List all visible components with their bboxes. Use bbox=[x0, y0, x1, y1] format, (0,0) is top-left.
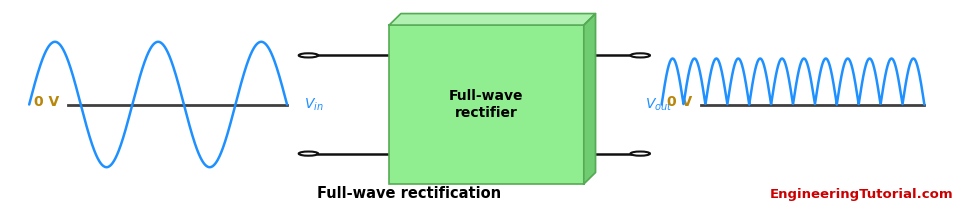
Text: 0 V: 0 V bbox=[34, 96, 59, 109]
Circle shape bbox=[631, 152, 650, 156]
Text: 0 V: 0 V bbox=[667, 96, 692, 109]
Bar bbox=[389, 25, 584, 184]
Text: EngineeringTutorial.com: EngineeringTutorial.com bbox=[770, 188, 954, 201]
Text: Full-wave rectification: Full-wave rectification bbox=[316, 186, 501, 201]
Text: $V_{in}$: $V_{in}$ bbox=[304, 96, 323, 112]
Circle shape bbox=[631, 53, 650, 57]
Text: $V_{out}$: $V_{out}$ bbox=[645, 96, 672, 112]
Text: Full-wave
rectifier: Full-wave rectifier bbox=[450, 89, 523, 120]
Circle shape bbox=[299, 53, 318, 57]
Polygon shape bbox=[584, 14, 595, 184]
Circle shape bbox=[299, 152, 318, 156]
Polygon shape bbox=[389, 14, 595, 25]
